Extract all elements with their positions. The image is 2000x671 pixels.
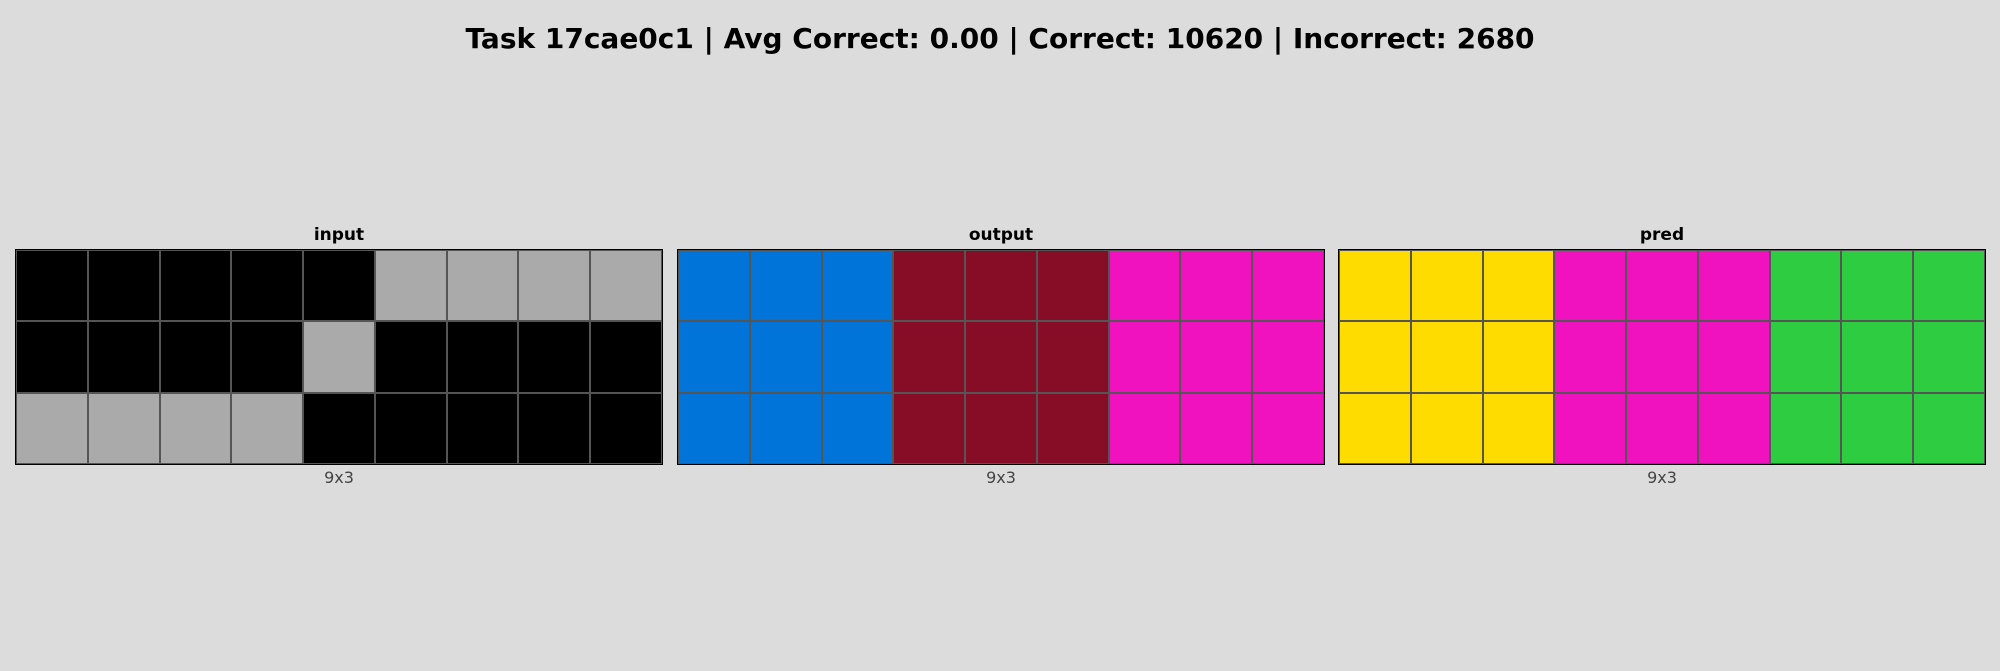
input-panel: input 9x3	[15, 223, 663, 487]
grid-cell	[1913, 250, 1985, 322]
grid-cell	[821, 392, 894, 464]
grid-cell	[446, 321, 519, 393]
output-grid	[677, 249, 1325, 465]
grid-cell	[678, 250, 750, 322]
grid-cell	[159, 250, 232, 322]
grid-cell	[446, 392, 519, 464]
grid-cell	[1697, 392, 1770, 464]
grid-cell	[749, 321, 822, 393]
pred-dims: 9x3	[1647, 468, 1677, 487]
grid-cell	[749, 250, 822, 322]
grid-cell	[1252, 321, 1324, 393]
grid-cell	[1482, 321, 1555, 393]
grid-cell	[1180, 250, 1253, 322]
grid-cell	[821, 250, 894, 322]
grid-cell	[1482, 250, 1555, 322]
grid-cell	[1108, 321, 1181, 393]
grid-cell	[1913, 321, 1985, 393]
output-dims: 9x3	[986, 468, 1016, 487]
grid-cell	[965, 321, 1037, 393]
grid-cell	[1626, 321, 1698, 393]
pred-label: pred	[1639, 225, 1685, 245]
grid-cell	[590, 392, 662, 464]
grid-cell	[1339, 250, 1411, 322]
grid-cell	[1180, 321, 1253, 393]
grid-cell	[518, 392, 591, 464]
grid-cell	[1036, 321, 1109, 393]
grid-cell	[1108, 392, 1181, 464]
input-grid	[15, 249, 663, 465]
grid-cell	[231, 392, 304, 464]
grid-cell	[965, 392, 1037, 464]
output-label: output	[968, 225, 1034, 245]
grid-cell	[159, 392, 232, 464]
grid-cell	[87, 392, 160, 464]
grid-cell	[1769, 250, 1842, 322]
grid-cell	[678, 392, 750, 464]
grid-cell	[87, 250, 160, 322]
grid-cell	[518, 250, 591, 322]
grid-cell	[1626, 392, 1698, 464]
grid-cell	[1554, 250, 1627, 322]
grid-cell	[1913, 392, 1985, 464]
grid-cell	[1841, 250, 1914, 322]
input-label: input	[313, 225, 365, 245]
grid-cell	[1697, 321, 1770, 393]
grid-cell	[590, 250, 662, 322]
grid-cell	[1410, 321, 1483, 393]
grid-cell	[590, 321, 662, 393]
grid-cell	[1626, 250, 1698, 322]
grid-cell	[1841, 321, 1914, 393]
grid-cell	[749, 392, 822, 464]
page-title: Task 17cae0c1 | Avg Correct: 0.00 | Corr…	[465, 22, 1535, 55]
grid-cell	[1108, 250, 1181, 322]
grid-cell	[1554, 321, 1627, 393]
grid-cell	[1697, 250, 1770, 322]
grid-cell	[1769, 392, 1842, 464]
grid-cell	[374, 392, 447, 464]
grid-cell	[893, 321, 966, 393]
input-dims: 9x3	[324, 468, 354, 487]
output-panel: output 9x3	[677, 223, 1325, 487]
grid-cell	[159, 321, 232, 393]
grid-cell	[16, 392, 88, 464]
grid-cell	[374, 321, 447, 393]
grid-cell	[374, 250, 447, 322]
grid-cell	[821, 321, 894, 393]
grid-cell	[893, 250, 966, 322]
grid-cell	[518, 321, 591, 393]
grid-cell	[1339, 392, 1411, 464]
grid-cell	[303, 392, 375, 464]
grid-cell	[16, 321, 88, 393]
grid-cell	[1410, 250, 1483, 322]
grid-cell	[1339, 321, 1411, 393]
grid-cell	[303, 321, 375, 393]
grid-cell	[678, 321, 750, 393]
grid-cell	[16, 250, 88, 322]
grid-cell	[1841, 392, 1914, 464]
grid-cell	[1482, 392, 1555, 464]
grid-cell	[1769, 321, 1842, 393]
grid-cell	[965, 250, 1037, 322]
grid-cell	[1252, 392, 1324, 464]
grid-cell	[1036, 250, 1109, 322]
grid-cell	[231, 321, 304, 393]
grid-cell	[1036, 392, 1109, 464]
grid-cell	[1252, 250, 1324, 322]
grid-cell	[231, 250, 304, 322]
grid-cell	[1180, 392, 1253, 464]
pred-grid	[1338, 249, 1986, 465]
grid-cell	[303, 250, 375, 322]
grid-cell	[446, 250, 519, 322]
grid-cell	[893, 392, 966, 464]
grid-cell	[87, 321, 160, 393]
grid-cell	[1554, 392, 1627, 464]
grid-cell	[1410, 392, 1483, 464]
pred-panel: pred 9x3	[1338, 223, 1986, 487]
